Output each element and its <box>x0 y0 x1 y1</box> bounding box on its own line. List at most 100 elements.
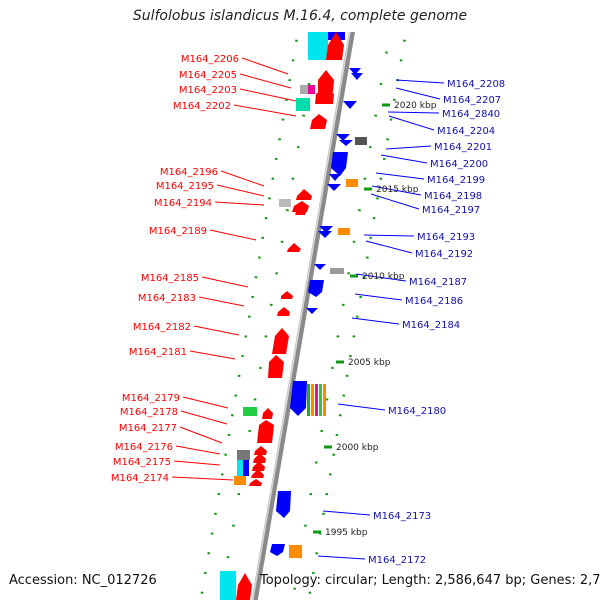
gene-feature <box>323 384 326 416</box>
gene-label: M164_2840 <box>442 109 500 120</box>
leader-line <box>370 193 420 210</box>
gene-feature <box>319 384 322 416</box>
gene-label: M164_2172 <box>368 555 426 566</box>
topology-label: Topology: circular; Length: 2,586,647 bp… <box>260 573 600 588</box>
gene-feature <box>310 114 327 129</box>
gene-feature <box>339 140 353 146</box>
gene-label: M164_2185 <box>141 273 199 284</box>
gene-feature <box>351 73 363 80</box>
gene-label: M164_2200 <box>430 159 488 170</box>
gene-feature <box>307 384 310 416</box>
reverse-strand-features <box>270 32 367 558</box>
gene-feature <box>308 280 324 297</box>
gene-feature <box>349 68 361 75</box>
gene-label: M164_2208 <box>447 79 505 90</box>
gene-feature <box>326 32 344 60</box>
gene-feature <box>289 545 302 558</box>
leader-line <box>322 510 371 516</box>
gene-feature <box>281 291 293 299</box>
gene-feature <box>234 476 246 485</box>
leader-line <box>355 273 407 282</box>
leader-line <box>354 293 403 301</box>
kbp-label: 1995 kbp <box>325 528 368 538</box>
gene-label: M164_2197 <box>422 205 480 216</box>
gene-feature <box>336 134 350 141</box>
gene-feature <box>243 407 257 416</box>
gene-feature <box>346 179 358 187</box>
gene-feature <box>237 450 250 460</box>
leader-line <box>351 317 400 325</box>
gene-feature <box>279 199 291 207</box>
leader-line <box>375 172 425 180</box>
gene-feature <box>308 85 315 94</box>
gene-label: M164_2205 <box>179 70 237 81</box>
leader-line <box>241 57 289 75</box>
leader-line <box>198 296 245 307</box>
gene-label: M164_2201 <box>434 142 492 153</box>
gene-feature <box>331 152 348 176</box>
leader-line <box>182 396 229 409</box>
gene-label: M164_2179 <box>122 393 180 404</box>
gene-feature <box>319 226 333 233</box>
leader-line <box>180 410 228 425</box>
gene-feature <box>315 86 334 104</box>
gene-label: M164_2202 <box>173 101 231 112</box>
gene-feature <box>306 308 318 314</box>
leader-line <box>395 79 445 84</box>
leader-line <box>220 170 265 187</box>
gene-feature <box>236 573 252 600</box>
leader-line <box>209 229 257 241</box>
gene-feature <box>318 231 332 238</box>
leader-line <box>216 184 265 197</box>
leader-line <box>363 234 415 237</box>
gene-feature <box>270 544 285 556</box>
gene-label: M164_2177 <box>119 423 177 434</box>
gene-feature <box>355 137 367 145</box>
gene-label: M164_2173 <box>373 511 431 522</box>
leader-line <box>317 555 366 560</box>
gene-labels-forward: M164_2206 M164_2205 M164_2203 M164_2202 M164… <box>111 54 239 484</box>
leader-line <box>175 445 221 455</box>
gene-labels-reverse: M164_2208 M164_2207 M164_2840 M164_2204 M164… <box>368 79 505 566</box>
gene-label: M164_2192 <box>415 249 473 260</box>
gene-label: M164_2181 <box>129 347 187 358</box>
kbp-label: 2005 kbp <box>348 358 391 368</box>
leader-line <box>387 111 440 114</box>
gene-feature <box>287 243 301 252</box>
gene-label: M164_2196 <box>160 167 218 178</box>
leader-line <box>239 88 297 102</box>
leader-line <box>201 276 249 288</box>
leader-line <box>371 185 422 196</box>
gene-feature <box>249 479 262 486</box>
gene-feature <box>257 420 274 443</box>
gene-feature <box>327 184 341 191</box>
gene-feature <box>296 98 310 111</box>
accession-label: Accession: NC_012726 <box>9 573 157 588</box>
gene-label: M164_2189 <box>149 226 207 237</box>
gene-label: M164_2187 <box>409 277 467 288</box>
leader-line <box>388 115 435 131</box>
gene-label: M164_2204 <box>437 126 495 137</box>
gene-feature <box>308 32 328 60</box>
gene-label: M164_2194 <box>154 198 212 209</box>
leader-line <box>179 426 223 444</box>
leader-line <box>395 87 441 100</box>
kbp-label: 2015 kbp <box>376 185 419 195</box>
gene-label: M164_2198 <box>424 191 482 202</box>
gene-label: M164_2182 <box>133 322 191 333</box>
gene-label: M164_2199 <box>427 175 485 186</box>
gene-label: M164_2193 <box>417 232 475 243</box>
gene-feature <box>329 174 341 181</box>
gene-label: M164_2207 <box>443 95 501 106</box>
leader-line <box>239 73 292 89</box>
gene-label: M164_2180 <box>388 406 446 417</box>
gene-feature <box>330 268 344 274</box>
kbp-label: 2020 kbp <box>394 101 437 111</box>
leader-line <box>380 154 428 164</box>
gene-label: M164_2183 <box>138 293 196 304</box>
kbp-scale-labels: 2020 kbp 2015 kbp 2010 kbp 2005 kbp 2000 kbp… <box>313 101 437 538</box>
gene-feature <box>296 189 312 200</box>
leader-line <box>337 403 386 411</box>
genome-title: Sulfolobus islandicus M.16.4, complete g… <box>132 8 468 24</box>
